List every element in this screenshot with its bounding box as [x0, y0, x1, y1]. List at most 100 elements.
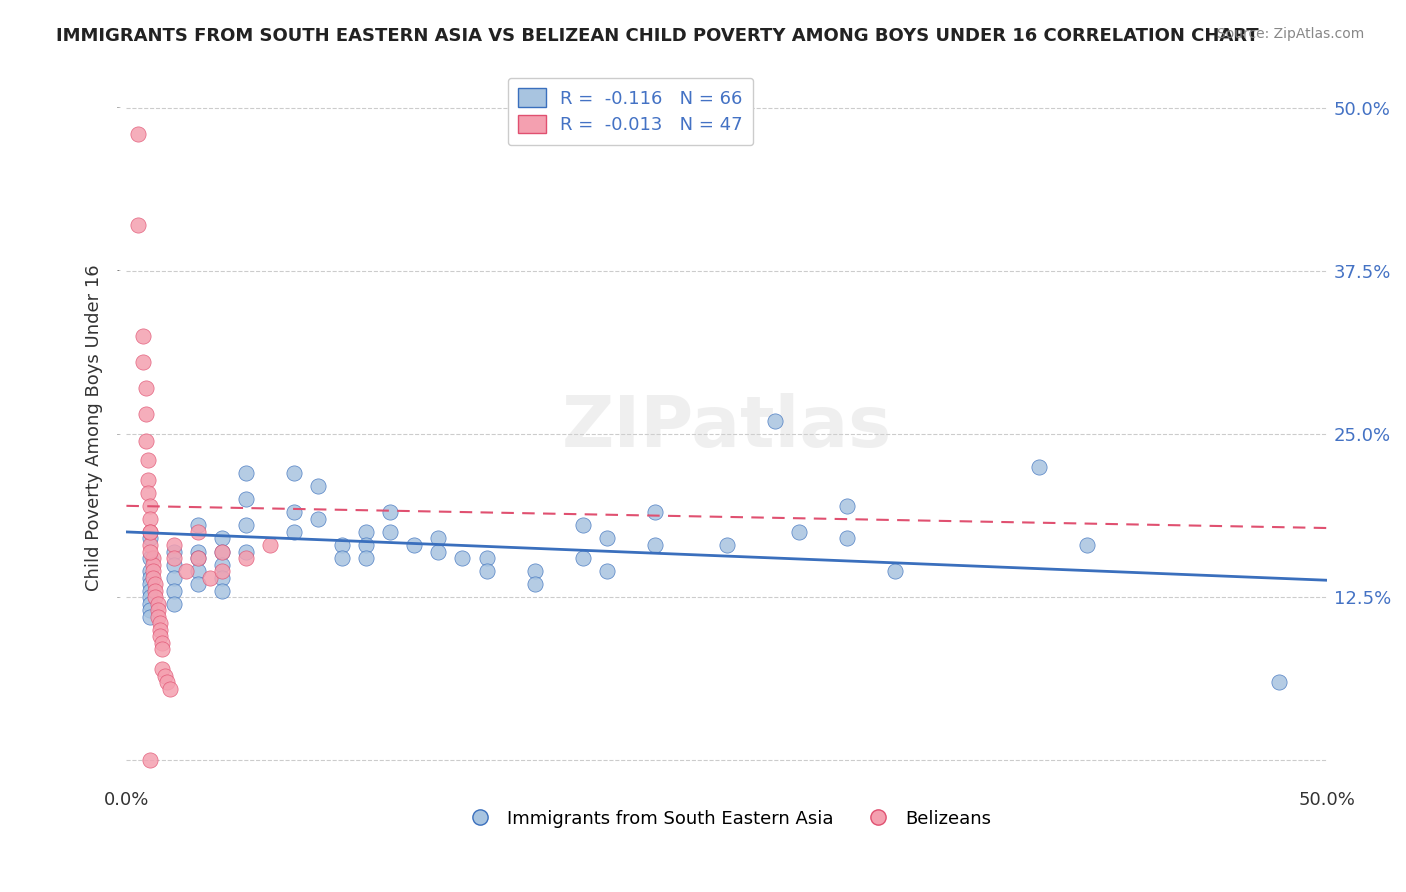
Text: ZIPatlas: ZIPatlas — [561, 393, 891, 462]
Point — [139, 583, 162, 598]
Point — [149, 616, 172, 631]
Point — [211, 544, 233, 558]
Point — [644, 538, 666, 552]
Point — [187, 544, 209, 558]
Point — [187, 564, 209, 578]
Point — [523, 564, 546, 578]
Point — [136, 485, 159, 500]
Point — [427, 532, 450, 546]
Point — [163, 597, 186, 611]
Point — [451, 551, 474, 566]
Point — [136, 453, 159, 467]
Point — [152, 636, 174, 650]
Point — [211, 532, 233, 546]
Point — [163, 558, 186, 572]
Point — [595, 564, 617, 578]
Point — [152, 662, 174, 676]
Point — [235, 544, 257, 558]
Point — [163, 551, 186, 566]
Point — [139, 524, 162, 539]
Point — [211, 544, 233, 558]
Point — [787, 524, 810, 539]
Point — [259, 538, 281, 552]
Point — [211, 583, 233, 598]
Point — [139, 512, 162, 526]
Point — [332, 551, 354, 566]
Point — [283, 466, 305, 480]
Point — [132, 329, 155, 343]
Point — [571, 551, 593, 566]
Point — [163, 583, 186, 598]
Text: Source: ZipAtlas.com: Source: ZipAtlas.com — [1216, 27, 1364, 41]
Point — [176, 564, 198, 578]
Point — [159, 681, 181, 696]
Point — [332, 538, 354, 552]
Point — [143, 583, 166, 598]
Point — [235, 518, 257, 533]
Point — [146, 603, 169, 617]
Point — [142, 571, 165, 585]
Point — [187, 577, 209, 591]
Point — [163, 571, 186, 585]
Point — [763, 414, 786, 428]
Point — [404, 538, 426, 552]
Point — [163, 538, 186, 552]
Point — [139, 597, 162, 611]
Point — [153, 668, 176, 682]
Point — [139, 532, 162, 546]
Point — [475, 564, 498, 578]
Point — [152, 642, 174, 657]
Point — [356, 524, 378, 539]
Point — [142, 564, 165, 578]
Point — [427, 544, 450, 558]
Point — [146, 609, 169, 624]
Point — [883, 564, 905, 578]
Point — [835, 499, 858, 513]
Point — [143, 591, 166, 605]
Point — [143, 577, 166, 591]
Point — [1028, 459, 1050, 474]
Point — [356, 538, 378, 552]
Point — [139, 524, 162, 539]
Y-axis label: Child Poverty Among Boys Under 16: Child Poverty Among Boys Under 16 — [86, 264, 103, 591]
Point — [380, 524, 402, 539]
Point — [139, 603, 162, 617]
Point — [380, 505, 402, 519]
Point — [163, 544, 186, 558]
Point — [136, 473, 159, 487]
Point — [149, 623, 172, 637]
Point — [139, 591, 162, 605]
Point — [127, 218, 149, 232]
Legend: Immigrants from South Eastern Asia, Belizeans: Immigrants from South Eastern Asia, Beli… — [454, 803, 998, 835]
Point — [523, 577, 546, 591]
Point — [356, 551, 378, 566]
Point — [139, 609, 162, 624]
Point — [135, 381, 157, 395]
Point — [142, 551, 165, 566]
Point — [1267, 675, 1289, 690]
Point — [187, 524, 209, 539]
Point — [146, 597, 169, 611]
Point — [1076, 538, 1098, 552]
Text: IMMIGRANTS FROM SOUTH EASTERN ASIA VS BELIZEAN CHILD POVERTY AMONG BOYS UNDER 16: IMMIGRANTS FROM SOUTH EASTERN ASIA VS BE… — [56, 27, 1258, 45]
Point — [187, 518, 209, 533]
Point — [127, 127, 149, 141]
Point — [283, 524, 305, 539]
Point — [139, 499, 162, 513]
Point — [235, 551, 257, 566]
Point — [187, 551, 209, 566]
Point — [132, 355, 155, 369]
Point — [139, 551, 162, 566]
Point — [571, 518, 593, 533]
Point — [156, 675, 179, 690]
Point — [139, 753, 162, 767]
Point — [235, 466, 257, 480]
Point — [139, 571, 162, 585]
Point — [211, 571, 233, 585]
Point — [142, 558, 165, 572]
Point — [211, 558, 233, 572]
Point — [283, 505, 305, 519]
Point — [835, 532, 858, 546]
Point — [200, 571, 222, 585]
Point — [644, 505, 666, 519]
